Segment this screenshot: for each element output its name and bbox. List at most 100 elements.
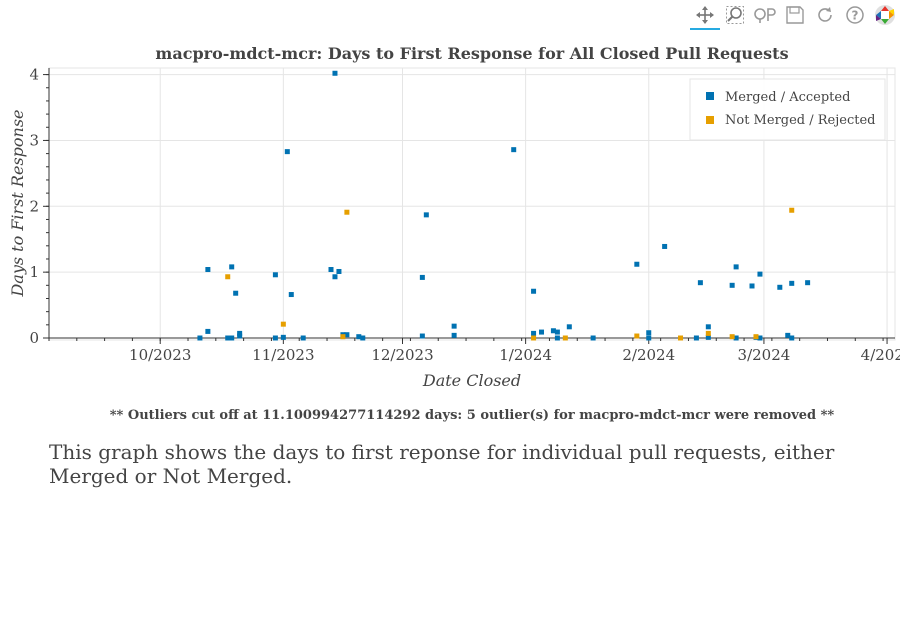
data-point-merged [332, 70, 338, 76]
data-point-not-merged [634, 333, 640, 339]
data-point-merged [705, 324, 711, 330]
y-tick-label: 4 [29, 66, 39, 84]
data-point-not-merged [531, 335, 537, 341]
data-point-not-merged [344, 209, 350, 215]
data-point-merged [332, 274, 338, 280]
data-point-merged [419, 274, 425, 280]
data-point-merged [729, 282, 735, 288]
data-point-merged [229, 335, 235, 341]
chart-toolbar: ? [690, 0, 900, 30]
data-point-merged [300, 335, 306, 341]
data-point-merged [229, 264, 235, 270]
data-point-merged [662, 243, 668, 249]
data-point-merged [697, 280, 703, 286]
data-point-merged [451, 332, 457, 338]
data-point-merged [550, 328, 556, 334]
data-point-not-merged [225, 274, 231, 280]
data-point-merged [272, 335, 278, 341]
data-point-merged [205, 328, 211, 334]
data-point-merged [451, 323, 457, 329]
data-point-merged [356, 334, 362, 340]
y-tick-label: 0 [29, 329, 39, 347]
data-point-merged [531, 288, 537, 294]
save-icon [786, 6, 804, 24]
x-tick-label: 3/2024 [738, 346, 791, 364]
data-point-merged [705, 334, 711, 340]
data-point-merged [233, 290, 239, 296]
x-tick-label: 1/2024 [499, 346, 552, 364]
scatter-chart: macpro-mdct-mcr: Days to First Response … [8, 44, 900, 390]
box-zoom-tool[interactable] [720, 0, 750, 30]
data-point-merged [749, 283, 755, 289]
data-point-merged [360, 335, 366, 341]
data-point-merged [237, 333, 243, 339]
legend-swatch-merged [706, 92, 714, 100]
y-tick-label: 1 [29, 263, 39, 281]
pan-tool[interactable] [690, 0, 720, 30]
help-tool[interactable]: ? [840, 0, 870, 30]
data-point-merged [646, 335, 652, 341]
data-point-not-merged [280, 321, 286, 327]
gridlines [49, 68, 895, 339]
reset-icon [818, 7, 832, 22]
data-point-merged [777, 284, 783, 290]
data-point-merged [288, 292, 294, 298]
data-point-not-merged [789, 207, 795, 213]
x-tick-label: 2/2024 [622, 346, 675, 364]
data-point-merged [733, 264, 739, 270]
legend-box [689, 78, 886, 141]
legend-label-merged: Merged / Accepted [725, 90, 850, 105]
data-point-merged [785, 332, 791, 338]
outlier-footnote: ** Outliers cut off at 11.10099427711429… [109, 408, 835, 423]
wheel-zoom-tool[interactable] [750, 0, 780, 30]
reset-tool[interactable] [810, 0, 840, 30]
svg-text:?: ? [852, 9, 859, 23]
data-point-merged [280, 334, 286, 340]
data-point-merged [733, 335, 739, 341]
data-point-merged [419, 333, 425, 339]
legend-swatch-not-merged [706, 116, 714, 124]
x-axis-label: Date Closed [422, 371, 521, 390]
data-point-not-merged [678, 335, 684, 341]
save-tool[interactable] [780, 0, 810, 30]
data-point-merged [328, 267, 334, 273]
data-point-merged [344, 332, 350, 338]
box-zoom-icon [726, 6, 744, 24]
data-point-not-merged [340, 334, 346, 340]
data-point-merged [423, 212, 429, 218]
pan-icon [696, 6, 714, 24]
y-tick-label: 3 [29, 131, 39, 149]
x-tick-label: 11/2023 [252, 346, 314, 364]
data-point-merged [789, 280, 795, 286]
data-point-merged [805, 280, 811, 286]
data-point-merged [566, 324, 572, 330]
data-points [197, 70, 811, 341]
chart-title: macpro-mdct-mcr: Days to First Response … [155, 44, 788, 63]
wheel-zoom-icon [754, 8, 776, 23]
bokeh-logo [875, 5, 895, 25]
data-point-merged [693, 335, 699, 341]
bokeh-logo-link[interactable] [870, 0, 900, 30]
data-point-merged [757, 335, 763, 341]
data-point-merged [237, 330, 243, 336]
legend-label-not-merged: Not Merged / Rejected [725, 113, 875, 128]
x-tick-label: 4/2024 [861, 346, 900, 364]
data-point-merged [284, 149, 290, 155]
data-point-merged [205, 267, 211, 273]
y-tick-label: 2 [29, 197, 39, 215]
data-point-not-merged [705, 330, 711, 336]
data-point-merged [539, 329, 545, 335]
legend: Merged / Accepted Not Merged / Rejected [689, 78, 886, 141]
data-point-merged [634, 261, 640, 267]
x-tick-label: 10/2023 [129, 346, 191, 364]
x-tick-label: 12/2023 [371, 346, 433, 364]
data-point-merged [590, 335, 596, 341]
data-point-merged [336, 268, 342, 274]
data-point-merged [531, 330, 537, 336]
data-point-merged [197, 335, 203, 341]
chart-description: This graph shows the days to first repon… [49, 440, 835, 488]
data-point-merged [554, 335, 560, 341]
data-point-not-merged [753, 334, 759, 340]
data-point-merged [646, 330, 652, 336]
y-axis-label: Days to First Response [8, 109, 27, 297]
